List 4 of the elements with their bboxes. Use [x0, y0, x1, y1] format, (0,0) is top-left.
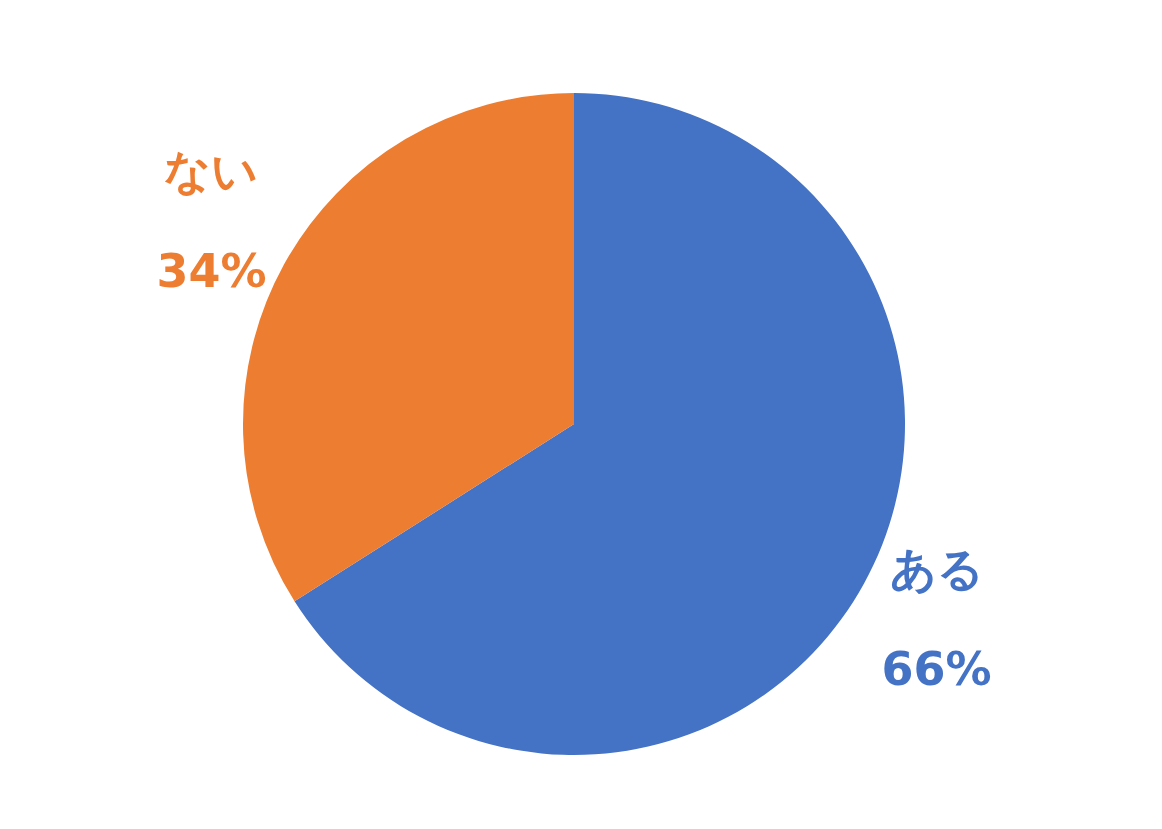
slice-label: ない — [164, 143, 259, 198]
data-label: 34% — [156, 243, 267, 298]
slice-label: ある — [889, 542, 984, 597]
data-label: 66% — [881, 642, 992, 697]
